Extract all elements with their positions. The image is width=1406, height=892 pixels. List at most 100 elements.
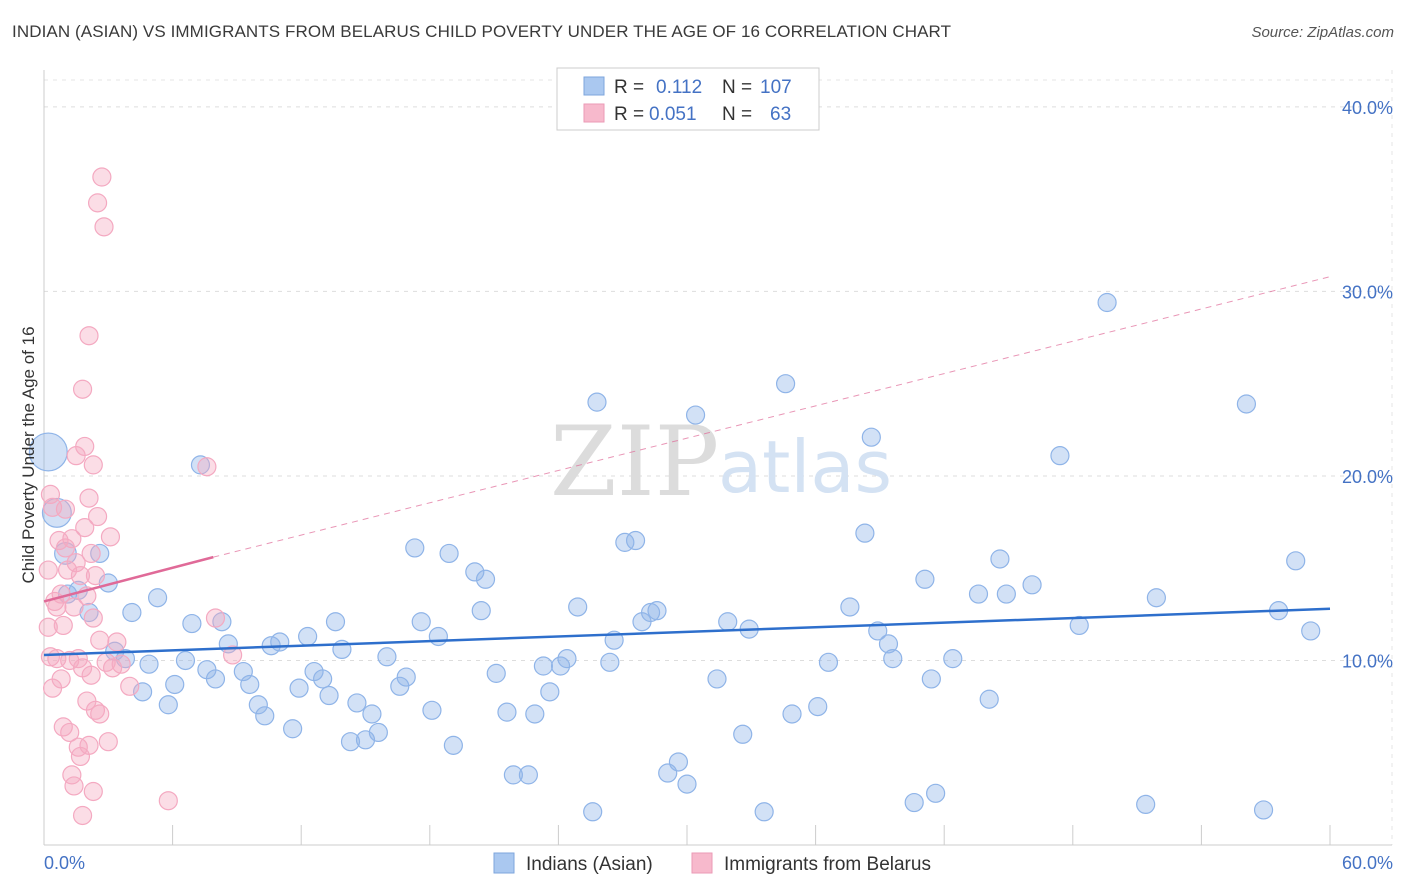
point-indians-58 (525, 704, 545, 724)
point-indians-33 (313, 669, 333, 689)
point-indians-100 (996, 584, 1016, 604)
y-tick-labels: 10.0% 20.0% 30.0% 40.0% (1342, 98, 1393, 672)
point-indians-78 (718, 612, 738, 632)
point-indians-85 (818, 652, 839, 672)
point-indians-38 (347, 693, 367, 713)
point-belarus-37 (79, 488, 99, 508)
point-indians-96 (943, 649, 963, 669)
point-indians-46 (411, 612, 431, 632)
point-indians-62 (557, 649, 577, 669)
point-belarus-56 (107, 632, 127, 652)
point-indians-111 (1301, 621, 1321, 641)
series-legend: Indians (Asian) Immigrants from Belarus (493, 852, 931, 875)
series-legend-swatch-belarus (691, 852, 713, 874)
data-points (28, 167, 1331, 826)
point-indians-108 (1253, 800, 1274, 820)
point-indians-90 (878, 634, 899, 654)
series-legend-swatch-indians (493, 852, 515, 874)
point-indians-86 (840, 597, 860, 617)
y-axis-label: Child Poverty Under the Age of 16 (19, 326, 38, 583)
point-indians-30 (289, 678, 309, 698)
point-belarus-58 (120, 676, 140, 696)
point-indians-47 (422, 700, 442, 720)
point-indians-66 (600, 652, 620, 672)
point-belarus-33 (75, 518, 95, 538)
trend-extension-belarus (213, 276, 1331, 558)
point-belarus-50 (92, 167, 112, 187)
point-indians-10 (122, 602, 142, 623)
point-indians-13 (147, 588, 168, 608)
point-indians-45 (405, 538, 425, 558)
y-tick-label-0: 10.0% (1342, 651, 1393, 671)
point-indians-48 (428, 626, 448, 647)
point-indians-29 (283, 719, 303, 739)
point-indians-16 (175, 650, 196, 671)
point-belarus-36 (79, 326, 99, 346)
point-belarus-31 (72, 805, 93, 826)
point-indians-24 (240, 674, 260, 695)
legend-r-value-belarus: 0.051 (649, 104, 697, 125)
x-tick-label-max: 60.0% (1342, 853, 1393, 873)
trend-line-indians (43, 607, 1331, 657)
point-indians-79 (733, 724, 753, 744)
point-indians-0 (28, 432, 68, 472)
point-indians-71 (640, 602, 661, 623)
point-indians-110 (1286, 551, 1306, 571)
point-indians-101 (1022, 575, 1042, 595)
point-indians-102 (1050, 446, 1070, 466)
point-indians-42 (377, 647, 397, 667)
trend-line-belarus (43, 555, 214, 603)
point-indians-18 (190, 455, 211, 475)
point-belarus-42 (83, 608, 103, 628)
point-belarus-1 (38, 617, 58, 637)
point-belarus-45 (85, 565, 106, 586)
point-indians-31 (298, 626, 318, 647)
point-indians-72 (647, 601, 667, 621)
point-indians-50 (443, 735, 463, 755)
point-indians-97 (968, 584, 989, 604)
point-indians-98 (979, 689, 999, 709)
point-indians-25 (248, 695, 268, 715)
point-belarus-21 (64, 597, 84, 617)
point-indians-106 (1146, 588, 1166, 608)
point-indians-63 (568, 597, 588, 617)
axes (43, 70, 1392, 846)
legend-r-label-indians: R = (614, 77, 644, 98)
point-indians-88 (861, 427, 881, 447)
point-indians-49 (439, 543, 459, 564)
legend-n-label-belarus: N = (722, 104, 752, 125)
point-indians-20 (205, 669, 226, 689)
legend-n-value-indians: 107 (760, 77, 792, 98)
point-belarus-10 (51, 669, 71, 689)
point-indians-83 (782, 704, 802, 724)
point-indians-44 (396, 667, 416, 687)
point-belarus-57 (111, 654, 131, 674)
point-belarus-39 (81, 543, 101, 564)
x-tick-label-min: 0.0% (44, 853, 85, 873)
legend-swatch-belarus (583, 103, 605, 123)
series-legend-label-belarus: Immigrants from Belarus (724, 854, 931, 875)
point-belarus-49 (90, 630, 110, 650)
chart-title: INDIAN (ASIAN) VS IMMIGRANTS FROM BELARU… (12, 22, 952, 41)
point-indians-41 (368, 722, 388, 743)
point-indians-26 (255, 706, 275, 726)
point-belarus-47 (87, 193, 108, 213)
legend-swatch-indians (583, 76, 605, 96)
point-belarus-18 (60, 722, 80, 743)
point-indians-35 (325, 612, 346, 632)
point-indians-107 (1236, 394, 1257, 414)
point-indians-81 (754, 802, 774, 822)
point-indians-99 (990, 549, 1010, 569)
point-indians-57 (518, 765, 538, 785)
legend-n-value-belarus: 63 (770, 104, 791, 125)
legend-r-value-indians: 0.112 (656, 77, 702, 98)
point-indians-93 (915, 569, 935, 589)
point-belarus-30 (72, 379, 93, 399)
point-indians-15 (165, 674, 185, 695)
point-indians-53 (475, 569, 496, 589)
point-indians-104 (1097, 292, 1117, 313)
point-indians-94 (921, 669, 941, 689)
point-belarus-14 (55, 499, 76, 519)
point-belarus-48 (90, 704, 110, 724)
